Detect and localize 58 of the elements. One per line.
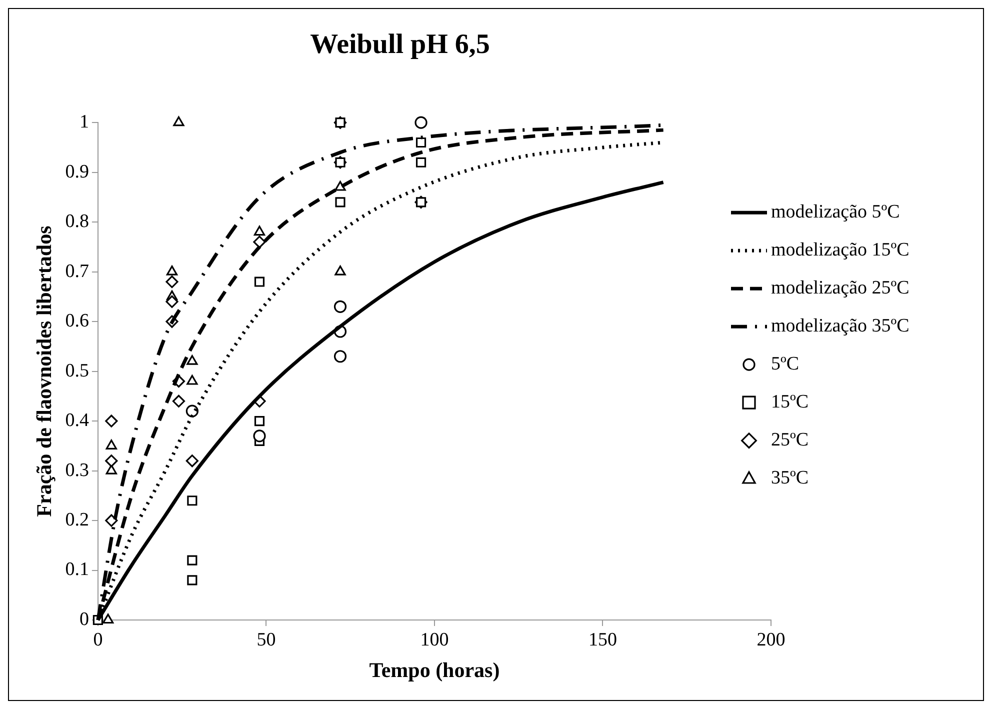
legend-label: modelização 15ºC: [771, 240, 910, 261]
y-tick-label: 0.7: [65, 260, 89, 282]
point: [187, 575, 198, 586]
legend-label: 5ºC: [771, 354, 800, 375]
point: [166, 266, 178, 276]
y-tick-label: 0.1: [65, 559, 89, 580]
point: [166, 275, 178, 288]
y-tick-label: 0.8: [65, 211, 89, 232]
y-tick-label: 0.5: [65, 360, 89, 382]
legend-label: modelização 5ºC: [771, 202, 900, 223]
y-tick-label: 0.3: [65, 460, 89, 481]
point: [187, 555, 198, 566]
y-tick-label: 1: [79, 112, 89, 133]
point: [187, 496, 198, 506]
point: [334, 266, 346, 276]
x-tick-label: 100: [420, 629, 449, 650]
point: [253, 236, 266, 248]
legend-label: modelização 35ºC: [771, 316, 910, 337]
y-tick-label: 0.4: [65, 410, 90, 432]
point: [186, 355, 198, 365]
point: [102, 614, 114, 624]
legend-label: 15ºC: [771, 392, 809, 413]
y-tick-label: 0.2: [65, 510, 89, 531]
point: [416, 157, 426, 168]
point: [186, 454, 198, 468]
legend-label: 25ºC: [771, 430, 809, 451]
point: [254, 276, 265, 287]
point: [173, 116, 184, 126]
point: [335, 157, 346, 168]
legend-label: 35ºC: [771, 468, 809, 489]
point: [416, 137, 426, 148]
point: [106, 440, 117, 450]
y-tick-label: 0.9: [65, 161, 89, 182]
legend-label: modelização 25ºC: [771, 278, 910, 299]
point: [253, 430, 266, 442]
x-axis-title: Tempo (horas): [369, 658, 500, 682]
point: [254, 416, 265, 426]
point: [105, 454, 118, 468]
y-axis-title: Fração de flaovnoides libertados: [32, 226, 56, 517]
point: [335, 197, 346, 208]
point: [172, 394, 186, 408]
y-tick-label: 0.6: [65, 310, 89, 332]
point: [334, 180, 346, 191]
x-tick-label: 0: [93, 629, 103, 650]
point: [105, 414, 118, 428]
point: [254, 226, 266, 236]
point: [335, 118, 346, 128]
y-tick-label: 0: [79, 608, 89, 630]
x-tick-label: 200: [756, 629, 786, 650]
chart-title: Weibull pH 6,5: [310, 29, 490, 60]
point: [166, 295, 178, 308]
point: [105, 514, 118, 527]
x-tick-label: 50: [256, 629, 276, 650]
point: [334, 350, 347, 363]
x-tick-label: 150: [588, 629, 617, 650]
point: [186, 374, 198, 385]
point: [334, 300, 347, 313]
point: [414, 116, 428, 129]
